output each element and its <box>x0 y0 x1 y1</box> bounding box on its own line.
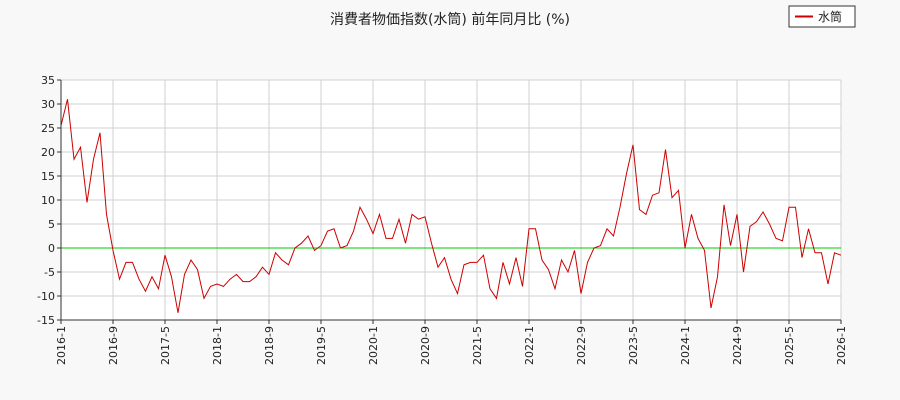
y-tick-label: 5 <box>48 218 55 231</box>
x-tick-label: 2022-1 <box>523 326 536 365</box>
y-tick-label: -5 <box>44 266 55 279</box>
legend-box <box>788 5 856 28</box>
y-tick-label: 20 <box>41 146 55 159</box>
x-tick-label: 2019-5 <box>315 326 328 365</box>
chart-title: 消費者物価指数(水筒) 前年同月比 (%) <box>330 11 570 28</box>
x-tick-label: 2023-5 <box>627 326 640 365</box>
y-tick-label: 35 <box>41 74 55 87</box>
x-tick-labels: 2016-1 2016-9 2017-5 2018-1 2018-9 2019-5 2020… <box>55 326 848 365</box>
series-line <box>60 99 842 313</box>
y-tick-label: -15 <box>37 314 55 327</box>
x-tick-label: 2024-1 <box>679 326 692 365</box>
x-tick-label: 2016-9 <box>107 326 120 365</box>
x-tick-label: 2021-5 <box>471 326 484 365</box>
x-tick-label: 2022-9 <box>575 326 588 365</box>
y-tick-label: 30 <box>41 98 55 111</box>
y-tick-label: 25 <box>41 122 55 135</box>
x-tick-label: 2017-5 <box>159 326 172 365</box>
x-tick-label: 2020-1 <box>367 326 380 365</box>
y-tick-label: -10 <box>37 290 55 303</box>
x-tick-label: 2020-9 <box>419 326 432 365</box>
series-layer <box>60 99 842 313</box>
x-tick-label: 2024-9 <box>731 326 744 365</box>
y-tick-labels: 35 30 25 20 15 10 5 0 -5 -10 -15 <box>37 74 55 327</box>
legend-label: 水筒 <box>818 9 842 24</box>
x-tick-label: 2026-1 <box>835 326 848 365</box>
x-tick-label: 2018-9 <box>263 326 276 365</box>
x-tick-label: 2016-1 <box>55 326 68 365</box>
x-tick-label: 2018-1 <box>211 326 224 365</box>
axes <box>60 80 841 321</box>
y-tick-label: 10 <box>41 194 55 207</box>
legend: 水筒 <box>788 5 856 28</box>
x-tick-label: 2025-5 <box>783 326 796 365</box>
y-tick-label: 15 <box>41 170 55 183</box>
y-tick-label: 0 <box>48 242 55 255</box>
